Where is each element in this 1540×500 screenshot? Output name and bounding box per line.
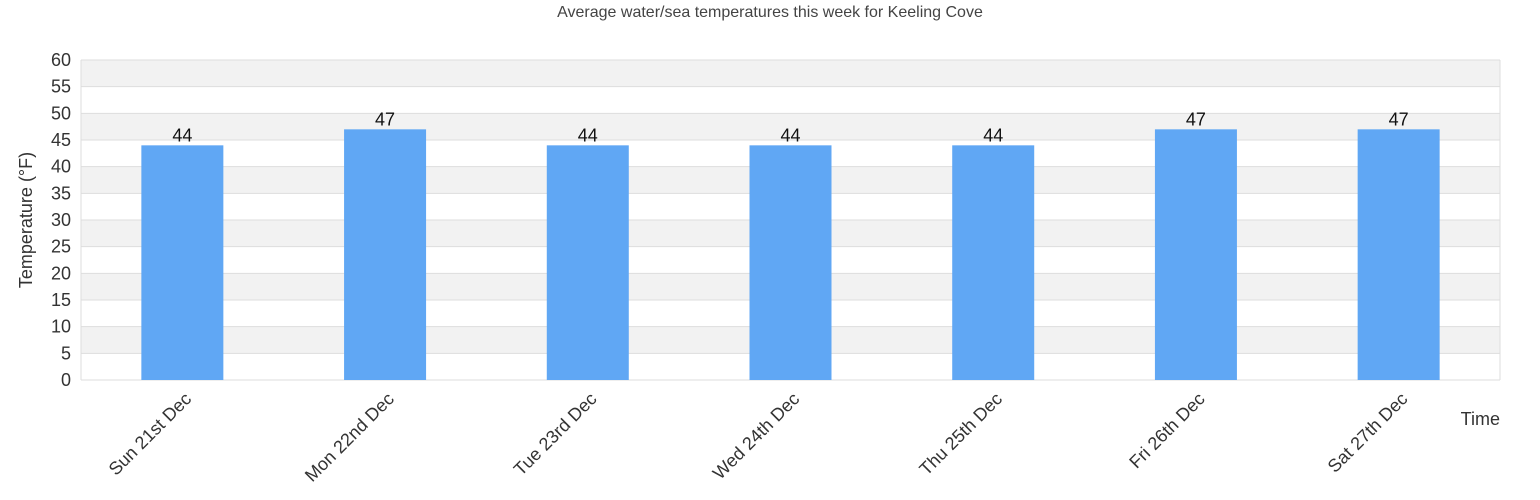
data-label: 47 [1389,109,1409,129]
chart-title: Average water/sea temperatures this week… [557,4,983,21]
y-tick-label: 15 [51,290,71,310]
y-tick-label: 30 [51,210,71,230]
data-label: 44 [578,125,598,145]
gridlines [80,59,1501,381]
bar [952,145,1035,380]
y-tick-label: 55 [51,77,71,97]
y-tick-label: 5 [61,343,71,363]
y-axis-label: Temperature (°F) [16,152,36,288]
band [81,60,1500,87]
x-tick-label: Mon 22nd Dec [301,389,398,486]
y-tick-label: 25 [51,237,71,257]
x-tick-label: Sat 27th Dec [1324,389,1412,477]
data-label: 47 [375,109,395,129]
y-tick-label: 0 [61,370,71,390]
band [81,86,1500,114]
y-tick-label: 35 [51,183,71,203]
y-tick-label: 20 [51,263,71,283]
data-label: 44 [983,125,1003,145]
bar [344,129,427,380]
x-tick-label: Thu 25th Dec [915,389,1006,480]
data-label: 47 [1186,109,1206,129]
y-tick-label: 50 [51,103,71,123]
x-tick-label: Sun 21st Dec [105,389,196,480]
bar [1357,129,1440,380]
y-tick-label: 10 [51,317,71,337]
y-tick-label: 60 [51,50,71,70]
y-tick-label: 40 [51,157,71,177]
data-label: 44 [780,125,800,145]
data-label: 44 [172,125,192,145]
bar [1154,129,1237,380]
bar [141,145,224,380]
bar [546,145,629,380]
x-tick-label: Fri 26th Dec [1125,389,1208,472]
bar [749,145,832,380]
x-axis-label: Time [1461,409,1500,429]
band [81,113,1500,140]
y-axis-ticks: 0 5 10 15 20 25 30 35 40 45 50 55 60 [51,50,71,390]
y-tick-label: 45 [51,130,71,150]
bars: 44 47 44 44 44 47 47 [141,109,1440,380]
x-tick-label: Wed 24th Dec [709,389,804,484]
x-axis-ticks: Sun 21st Dec Mon 22nd Dec Tue 23rd Dec Wed … [105,389,1412,486]
x-tick-label: Tue 23rd Dec [510,389,601,480]
